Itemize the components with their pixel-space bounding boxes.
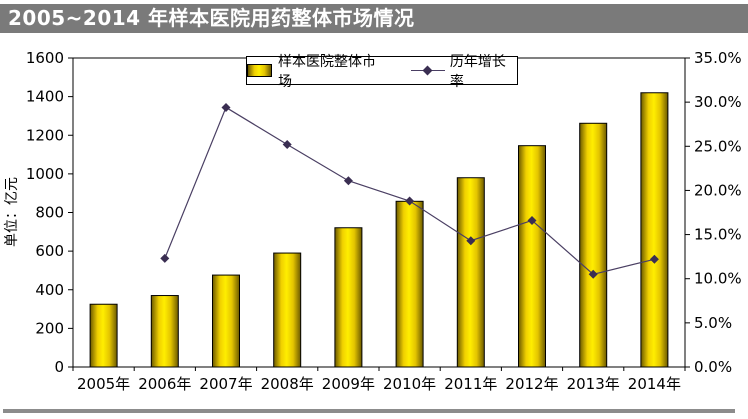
- line-series-marker-icon: [411, 65, 446, 76]
- growth-rate-marker: [466, 236, 476, 246]
- growth-rate-marker: [221, 102, 231, 112]
- growth-rate-marker: [649, 254, 659, 264]
- legend-item-growth: 历年增长率: [411, 51, 517, 91]
- x-axis-label: 2012年: [505, 375, 558, 393]
- x-axis-label: 2007年: [199, 375, 252, 393]
- x-axis-label: 2009年: [322, 375, 375, 393]
- bar-2011年: [456, 177, 485, 368]
- growth-rate-marker: [343, 176, 353, 186]
- legend-label-market: 样本医院整体市场: [278, 53, 376, 90]
- right-axis-tick-label: 15.0%: [694, 226, 742, 244]
- left-axis-tick-label: 600: [35, 242, 64, 260]
- left-axis-title: 单位：亿元: [4, 177, 20, 247]
- right-axis-tick-label: 35.0%: [694, 49, 742, 67]
- right-axis-tick-label: 20.0%: [694, 181, 742, 199]
- left-axis-tick-label: 800: [35, 204, 64, 222]
- left-axis-tick-label: 1400: [26, 88, 64, 106]
- bottom-divider: [3, 409, 735, 413]
- growth-rate-marker: [527, 215, 537, 225]
- legend-item-market: 样本医院整体市场: [247, 51, 385, 91]
- growth-rate-marker: [588, 269, 598, 279]
- right-axis-tick-label: 5.0%: [694, 314, 732, 332]
- x-axis-label: 2013年: [567, 375, 620, 393]
- legend-label-growth: 历年增长率: [449, 53, 506, 90]
- bar-2010年: [395, 200, 424, 368]
- bar-series-swatch-icon: [247, 64, 272, 77]
- x-axis-label: 2014年: [628, 375, 681, 393]
- x-axis-label: 2010年: [383, 375, 436, 393]
- left-axis-tick-label: 1600: [26, 49, 64, 67]
- left-axis-tick-label: 1000: [26, 165, 64, 183]
- x-axis-label: 2011年: [444, 375, 497, 393]
- left-axis-tick-label: 200: [35, 319, 64, 337]
- chart-legend: 样本医院整体市场 历年增长率: [246, 54, 518, 90]
- right-axis-tick-label: 10.0%: [694, 270, 742, 288]
- bar-2012年: [518, 145, 546, 368]
- bar-2009年: [334, 227, 363, 368]
- x-axis-label: 2006年: [138, 375, 191, 393]
- right-axis-tick-label: 25.0%: [694, 137, 742, 155]
- left-axis-tick-label: 0: [54, 358, 64, 376]
- growth-rate-marker: [405, 196, 415, 206]
- bar-2014年: [640, 92, 669, 368]
- growth-rate-marker: [160, 253, 170, 263]
- left-axis-tick-label: 1200: [26, 126, 64, 144]
- bar-2008年: [273, 252, 302, 368]
- page-title: 2005~2014 年样本医院用药整体市场情况: [0, 4, 748, 33]
- right-axis-tick-label: 0.0%: [694, 358, 732, 376]
- bar-2006年: [150, 295, 179, 368]
- left-axis-tick-label: 400: [35, 281, 64, 299]
- bar-2007年: [212, 274, 240, 368]
- bar-2005年: [89, 303, 118, 368]
- x-axis-label: 2008年: [261, 375, 314, 393]
- right-axis-tick-label: 30.0%: [694, 93, 742, 111]
- x-axis-label: 2005年: [77, 375, 130, 393]
- bar-2013年: [579, 122, 608, 368]
- growth-rate-marker: [282, 140, 292, 150]
